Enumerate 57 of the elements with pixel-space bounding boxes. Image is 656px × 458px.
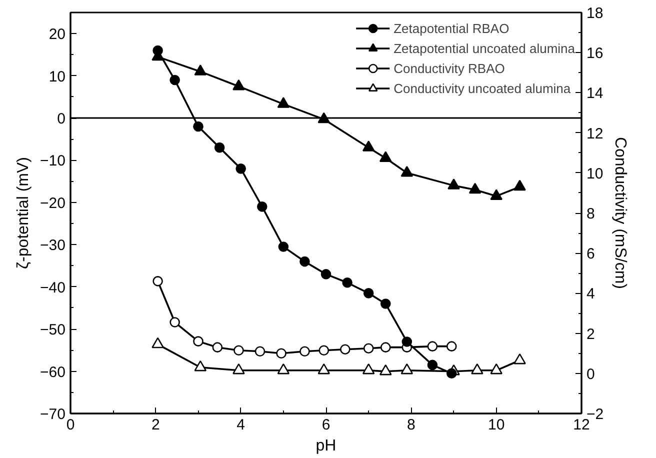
point bbox=[300, 256, 310, 267]
y-tick-label: −40 bbox=[40, 279, 66, 296]
point bbox=[193, 121, 204, 132]
legend-label: Conductivity uncoated alumina bbox=[394, 80, 571, 96]
y2-tick-label: 2 bbox=[586, 326, 595, 343]
y-tick-label: 0 bbox=[57, 110, 66, 128]
y2-tick-label: 18 bbox=[586, 5, 604, 22]
point bbox=[427, 360, 438, 370]
y2-tick-label: 12 bbox=[586, 125, 604, 142]
y-tick-label: 20 bbox=[48, 26, 66, 44]
point bbox=[362, 140, 375, 152]
point bbox=[400, 166, 414, 177]
point bbox=[236, 164, 246, 174]
point bbox=[170, 74, 180, 86]
y-tick-label: −20 bbox=[40, 194, 66, 212]
y-tick-label: −30 bbox=[40, 237, 66, 254]
legend-label: Zetapotential RBAO bbox=[394, 20, 510, 36]
y2-tick-label: 4 bbox=[586, 286, 595, 303]
y2-axis-title: Conductivity (mS/cm) bbox=[612, 136, 629, 290]
x-tick-label: 12 bbox=[573, 416, 590, 434]
x-tick-label: 8 bbox=[406, 416, 416, 434]
point bbox=[448, 178, 460, 190]
point bbox=[379, 151, 392, 162]
point bbox=[278, 242, 289, 252]
y-tick-label: −70 bbox=[40, 406, 66, 423]
legend-label: Conductivity RBAO bbox=[394, 60, 505, 76]
y-axis-title: ζ-potential (mV) bbox=[15, 157, 32, 269]
y-tick-label: −50 bbox=[40, 322, 66, 339]
x-axis-title: pH bbox=[316, 438, 336, 454]
point bbox=[256, 202, 268, 212]
point bbox=[232, 79, 245, 90]
point bbox=[402, 336, 412, 347]
y-tick-label: 10 bbox=[48, 68, 66, 86]
y-tick-label: −60 bbox=[40, 364, 66, 381]
y2-tick-label: 8 bbox=[586, 206, 595, 222]
y-tick-label: −10 bbox=[40, 152, 66, 170]
point bbox=[194, 64, 207, 76]
point bbox=[320, 269, 332, 280]
y2-tick-label: 14 bbox=[586, 85, 604, 102]
y2-tick-label: 6 bbox=[586, 246, 595, 263]
point bbox=[342, 278, 352, 288]
x-tick-label: 2 bbox=[151, 416, 160, 434]
y2-tick-label: 16 bbox=[586, 45, 604, 62]
point bbox=[514, 180, 526, 191]
point bbox=[446, 368, 457, 379]
x-tick-label: 6 bbox=[322, 416, 330, 434]
y2-tick-label: 0 bbox=[586, 366, 595, 383]
point bbox=[363, 288, 374, 298]
x-tick-label: 4 bbox=[236, 416, 246, 434]
point bbox=[380, 298, 391, 309]
point bbox=[214, 142, 225, 153]
y2-tick-label: 10 bbox=[586, 165, 604, 182]
legend-label: Zetapotential uncoated alumina bbox=[394, 40, 575, 56]
point bbox=[490, 189, 502, 200]
x-tick-label: 10 bbox=[488, 416, 505, 434]
point bbox=[468, 182, 482, 194]
point bbox=[277, 97, 290, 108]
